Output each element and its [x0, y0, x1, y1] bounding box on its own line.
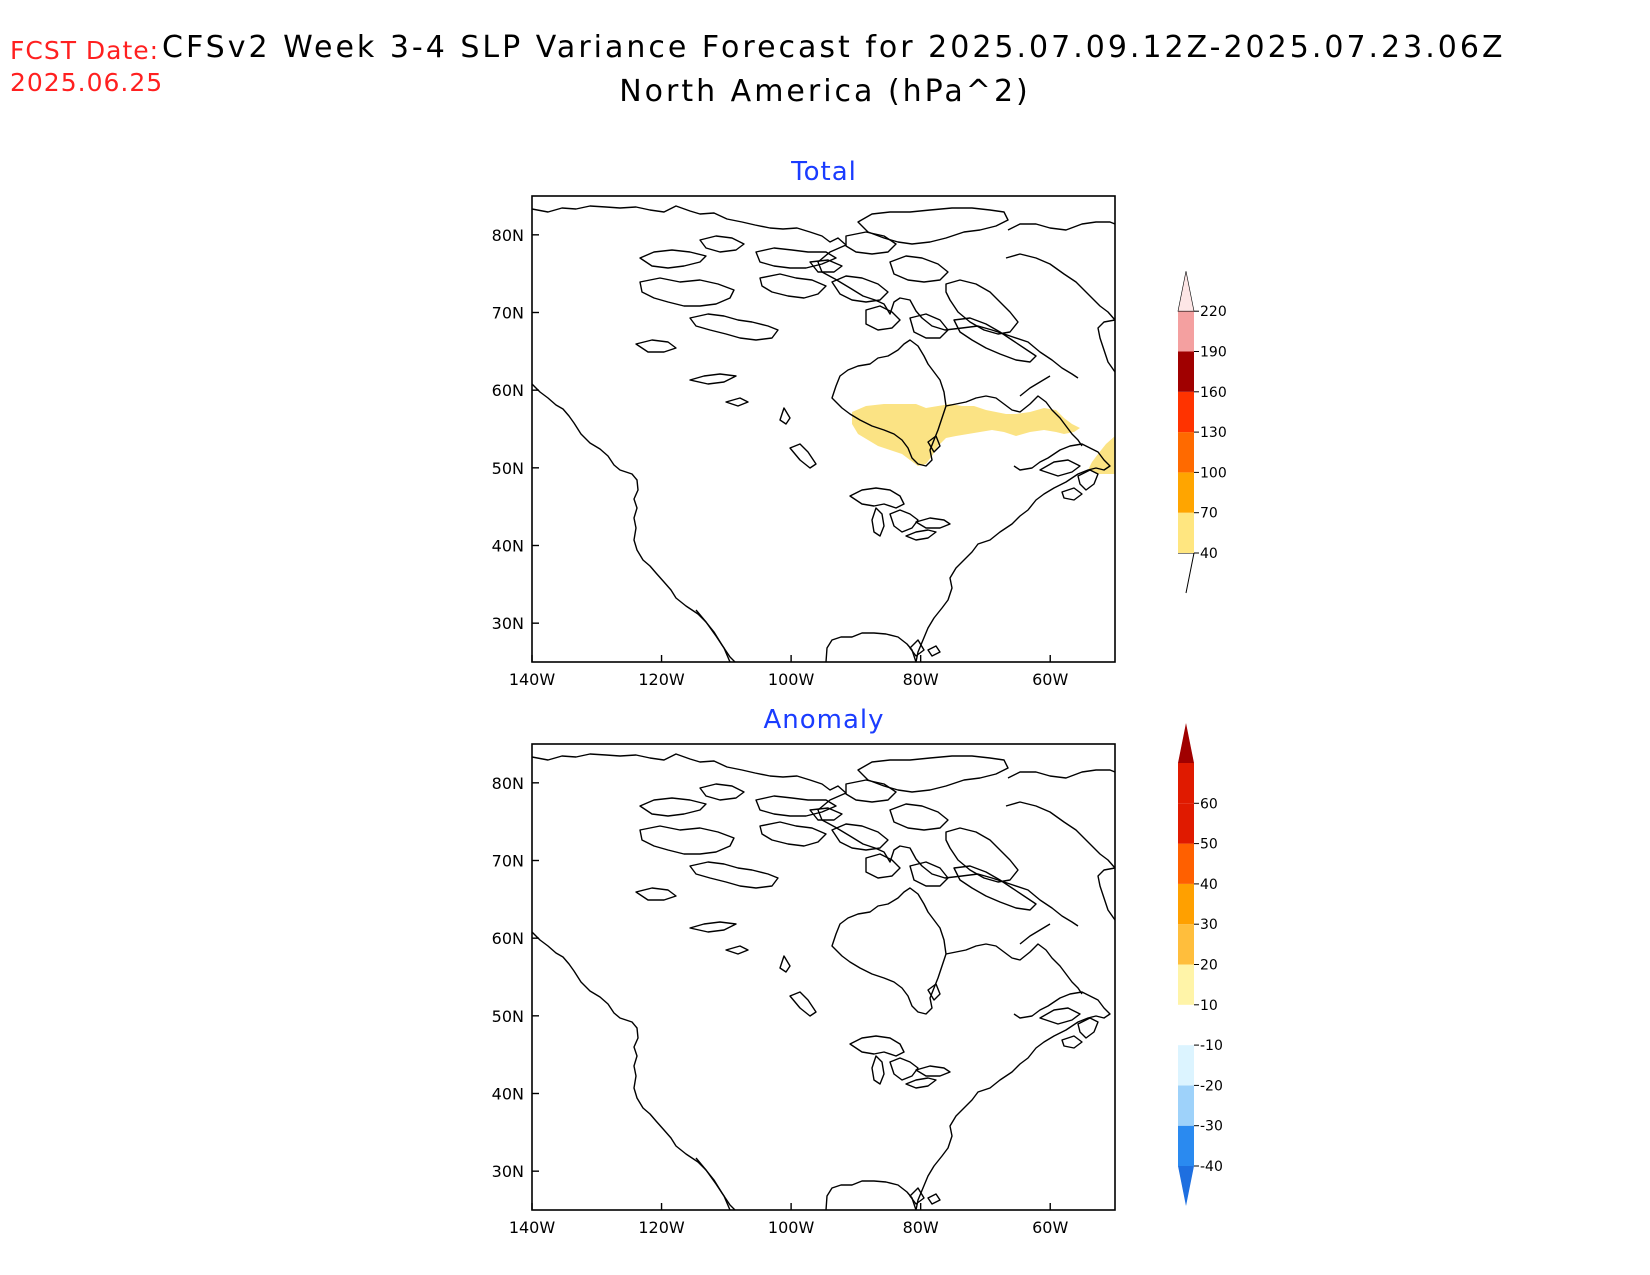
lat-tick-label: 60N [492, 929, 524, 948]
colorbar-label: 190 [1200, 345, 1227, 361]
lon-tick-label: 100W [768, 1218, 815, 1237]
colorbar-label: 40 [1200, 546, 1218, 562]
colorbar-label: 130 [1200, 425, 1227, 441]
lon-tick-label: 80W [903, 1218, 939, 1237]
lat-tick-label: 80N [492, 774, 524, 793]
panel-title-anomaly: Anomaly [763, 705, 884, 735]
lat-tick-label: 50N [492, 459, 524, 478]
colorbar-segment [1178, 351, 1194, 392]
colorbar-segment [1178, 432, 1194, 473]
lat-tick-label: 30N [492, 614, 524, 633]
forecast-date-label: FCST Date: [10, 36, 160, 65]
sub-title: North America (hPa^2) [619, 74, 1031, 109]
colorbar-segment [1178, 883, 1194, 925]
colorbar-segment [1178, 843, 1194, 884]
colorbar-upper-extend [1177, 271, 1195, 312]
colorbar-segment [1178, 391, 1194, 433]
colorbar-segment [1178, 1085, 1194, 1126]
lon-tick-label: 140W [509, 670, 556, 689]
lat-tick-label: 30N [492, 1162, 524, 1181]
colorbar-segment [1178, 1004, 1194, 1046]
colorbar-label: -20 [1200, 1078, 1223, 1094]
map-panel-total [531, 195, 1116, 663]
colorbar-segment [1178, 1125, 1194, 1166]
colorbar-label: 220 [1200, 304, 1227, 320]
axis-ticks-total: 80N 70N 60N 50N 40N 30N 140W 120W 100W 80W 60W [492, 226, 1069, 689]
main-title: CFSv2 Week 3-4 SLP Variance Forecast for… [162, 30, 1506, 65]
colorbar-lower-extend [1178, 1166, 1194, 1206]
colorbar-segment [1178, 512, 1194, 553]
lon-tick-label: 60W [1032, 670, 1068, 689]
colorbar-label: 50 [1200, 837, 1218, 853]
colorbar-label: -40 [1200, 1159, 1223, 1175]
colorbar-label: 70 [1200, 506, 1218, 522]
colorbar-lower-extend [1178, 552, 1195, 594]
lon-tick-label: 140W [509, 1218, 556, 1237]
colorbar-anomaly: -40 -30 -20 -10 10 20 30 40 50 60 [1178, 723, 1223, 1206]
lon-tick-label: 120W [638, 1218, 685, 1237]
colorbar-label: 100 [1200, 465, 1227, 481]
colorbar-segment [1178, 964, 1194, 1005]
lat-tick-label: 40N [492, 537, 524, 556]
panel-title-total: Total [790, 157, 857, 187]
colorbar-label: -30 [1200, 1119, 1223, 1135]
lat-tick-label: 50N [492, 1007, 524, 1026]
colorbar-segment [1178, 924, 1194, 965]
colorbar-segment [1178, 472, 1194, 513]
map-panel-anomaly [531, 743, 1116, 1211]
colorbar-segment [1178, 311, 1194, 352]
colorbar-segment [1178, 763, 1194, 804]
lat-tick-label: 70N [492, 852, 524, 871]
colorbar-label: 20 [1200, 958, 1218, 974]
lat-tick-label: 60N [492, 381, 524, 400]
lon-tick-label: 80W [903, 670, 939, 689]
lon-tick-label: 100W [768, 670, 815, 689]
lat-tick-label: 40N [492, 1085, 524, 1104]
colorbar-label: 40 [1200, 877, 1218, 893]
colorbar-label: 160 [1200, 385, 1227, 401]
colorbar-total: 40 70 100 130 160 190 220 [1177, 271, 1227, 594]
lat-tick-label: 70N [492, 304, 524, 323]
colorbar-segment [1178, 803, 1194, 844]
colorbar-label: -10 [1200, 1038, 1223, 1054]
colorbar-upper-extend [1178, 723, 1194, 763]
colorbar-label: 10 [1200, 998, 1218, 1014]
colorbar-segment [1178, 1045, 1194, 1086]
lon-tick-label: 60W [1032, 1218, 1068, 1237]
axis-ticks-anomaly: 80N 70N 60N 50N 40N 30N 140W 120W 100W 80W 60W [492, 774, 1069, 1237]
lat-tick-label: 80N [492, 226, 524, 245]
colorbar-label: 60 [1200, 796, 1218, 812]
forecast-date-value: 2025.06.25 [10, 68, 164, 97]
colorbar-label: 30 [1200, 917, 1218, 933]
lon-tick-label: 120W [638, 670, 685, 689]
